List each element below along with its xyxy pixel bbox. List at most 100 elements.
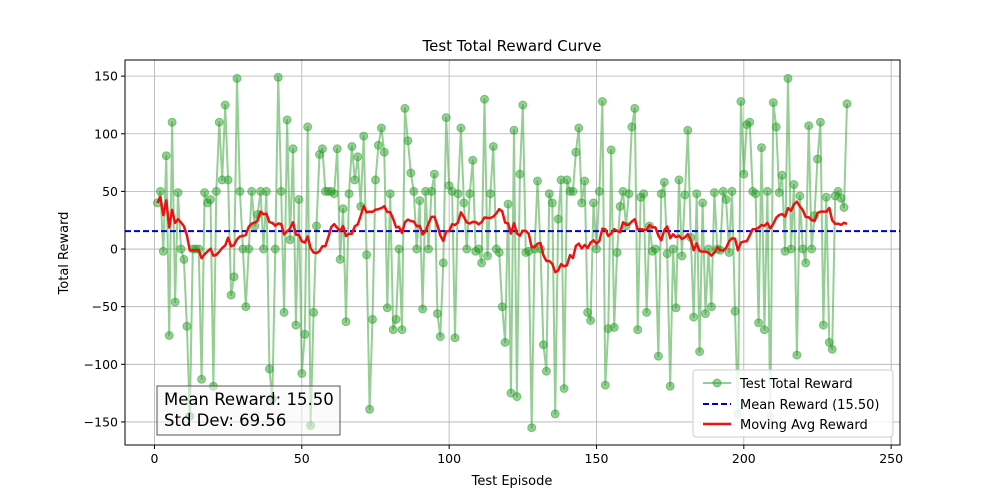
- reward-point: [259, 244, 268, 254]
- reward-point: [597, 97, 607, 106]
- reward-point: [553, 214, 563, 224]
- reward-point: [583, 307, 593, 317]
- reward-point: [615, 201, 625, 211]
- reward-point: [677, 251, 687, 261]
- reward-point: [371, 175, 380, 185]
- reward-point: [415, 196, 425, 206]
- reward-point: [200, 188, 210, 198]
- y-axis-label: Total Reward: [57, 212, 72, 296]
- reward-point: [379, 147, 389, 157]
- reward-point: [388, 325, 398, 335]
- reward-point: [303, 122, 313, 132]
- reward-point: [453, 189, 463, 199]
- y-tick-label: −100: [84, 357, 118, 372]
- reward-point: [544, 189, 554, 199]
- reward-point: [223, 175, 233, 185]
- reward-point: [488, 142, 498, 151]
- reward-point: [807, 244, 817, 254]
- reward-point: [362, 250, 372, 260]
- x-tick-label: 150: [585, 451, 609, 466]
- reward-point: [771, 122, 781, 132]
- reward-point: [226, 290, 236, 300]
- y-tick-label: 50: [102, 184, 118, 199]
- reward-point: [600, 380, 610, 390]
- reward-point: [273, 72, 283, 82]
- reward-point: [538, 340, 548, 350]
- reward-point: [211, 186, 221, 196]
- reward-point: [718, 186, 728, 196]
- reward-point: [827, 344, 837, 354]
- reward-point: [214, 117, 224, 127]
- reward-point: [429, 169, 439, 179]
- reward-point: [568, 186, 578, 196]
- reward-point: [173, 188, 183, 198]
- reward-point: [350, 175, 360, 185]
- reward-point: [815, 117, 825, 127]
- reward-point: [813, 154, 822, 164]
- reward-point: [665, 381, 675, 391]
- legend-label-moving-avg: Moving Avg Reward: [740, 418, 868, 433]
- reward-point: [547, 198, 557, 208]
- reward-point: [288, 144, 298, 154]
- reward-point: [692, 189, 702, 199]
- reward-point: [786, 244, 796, 254]
- reward-point: [182, 321, 192, 331]
- reward-point: [518, 100, 528, 110]
- reward-point: [432, 309, 442, 319]
- reward-point: [480, 94, 489, 104]
- reward-point: [762, 186, 772, 196]
- reward-point: [774, 188, 784, 198]
- legend-frame: [692, 369, 894, 438]
- y-tick-label: 0: [110, 242, 118, 257]
- reward-point: [783, 73, 793, 83]
- reward-point: [465, 189, 475, 199]
- reward-point: [633, 325, 643, 335]
- reward-point: [801, 258, 811, 268]
- reward-point: [653, 351, 663, 361]
- reward-point: [312, 221, 321, 231]
- reward-point: [515, 169, 525, 179]
- reward-point: [353, 152, 363, 162]
- reward-point: [509, 125, 519, 135]
- reward-point: [412, 244, 422, 254]
- reward-point: [627, 122, 637, 132]
- reward-point: [500, 337, 510, 347]
- reward-point: [695, 347, 705, 357]
- reward-point: [276, 186, 286, 196]
- reward-point: [424, 244, 433, 254]
- reward-point: [176, 244, 186, 254]
- reward-point: [836, 193, 846, 203]
- reward-point: [503, 199, 513, 209]
- legend-marker-total-reward: [712, 378, 722, 388]
- reward-point: [406, 168, 416, 178]
- reward-point: [798, 244, 808, 254]
- reward-point: [373, 140, 383, 150]
- x-tick-label: 250: [879, 451, 903, 466]
- y-tick-label: 100: [94, 126, 118, 141]
- reward-point: [709, 188, 719, 198]
- x-axis-label: Test Episode: [471, 474, 553, 489]
- reward-point: [247, 186, 257, 196]
- reward-point: [241, 302, 251, 312]
- reward-point: [789, 180, 799, 189]
- reward-point: [839, 203, 849, 212]
- reward-point: [483, 251, 492, 261]
- reward-point: [158, 246, 168, 256]
- plot-frame: [124, 59, 901, 446]
- reward-point: [730, 306, 740, 316]
- reward-point: [235, 186, 245, 196]
- x-tick-label: 0: [150, 451, 158, 466]
- legend-label-total-reward: Test Total Reward: [739, 377, 853, 392]
- y-tick-label: −150: [84, 414, 118, 429]
- reward-point: [818, 320, 828, 330]
- reward-point: [335, 254, 345, 264]
- reward-point: [382, 303, 392, 313]
- reward-point: [427, 186, 436, 196]
- reward-point: [220, 100, 230, 110]
- reward-point: [586, 316, 596, 325]
- reward-point: [494, 248, 504, 257]
- stats-mean-text: Mean Reward: 15.50: [164, 390, 334, 409]
- reward-point: [639, 189, 649, 199]
- reward-point: [656, 189, 666, 199]
- reward-point: [229, 272, 239, 282]
